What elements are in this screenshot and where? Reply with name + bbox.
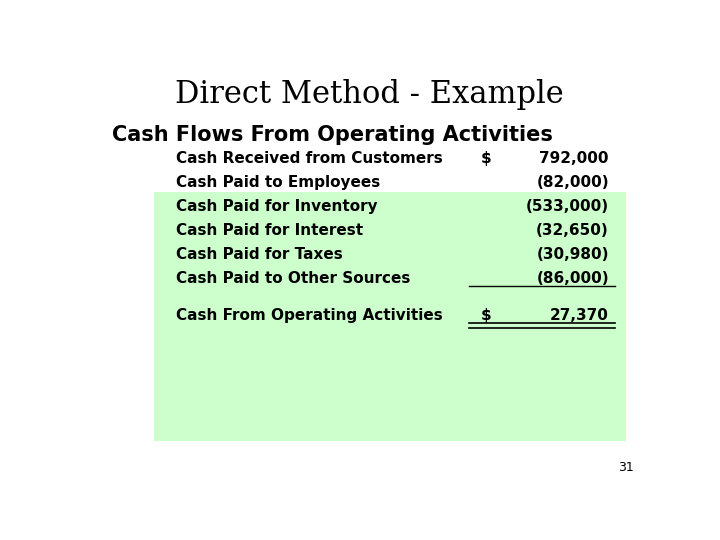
Text: Cash Paid for Interest: Cash Paid for Interest [176,223,364,238]
Text: $: $ [481,151,491,166]
Text: Direct Method - Example: Direct Method - Example [175,79,563,110]
Text: Cash Received from Customers: Cash Received from Customers [176,151,444,166]
Text: $: $ [481,308,491,323]
Text: (533,000): (533,000) [526,199,609,214]
Text: (82,000): (82,000) [536,175,609,190]
Text: Cash Paid to Employees: Cash Paid to Employees [176,175,381,190]
Text: Cash Paid to Other Sources: Cash Paid to Other Sources [176,272,411,286]
Text: Cash Flows From Operating Activities: Cash Flows From Operating Activities [112,125,553,145]
Text: Cash From Operating Activities: Cash From Operating Activities [176,308,444,323]
Text: 792,000: 792,000 [539,151,609,166]
FancyBboxPatch shape [154,192,626,441]
Text: 31: 31 [618,461,634,474]
Text: 27,370: 27,370 [550,308,609,323]
Text: Cash Paid for Taxes: Cash Paid for Taxes [176,247,343,262]
Text: (30,980): (30,980) [536,247,609,262]
Text: (86,000): (86,000) [536,272,609,286]
Text: Cash Paid for Inventory: Cash Paid for Inventory [176,199,378,214]
Text: (32,650): (32,650) [536,223,609,238]
